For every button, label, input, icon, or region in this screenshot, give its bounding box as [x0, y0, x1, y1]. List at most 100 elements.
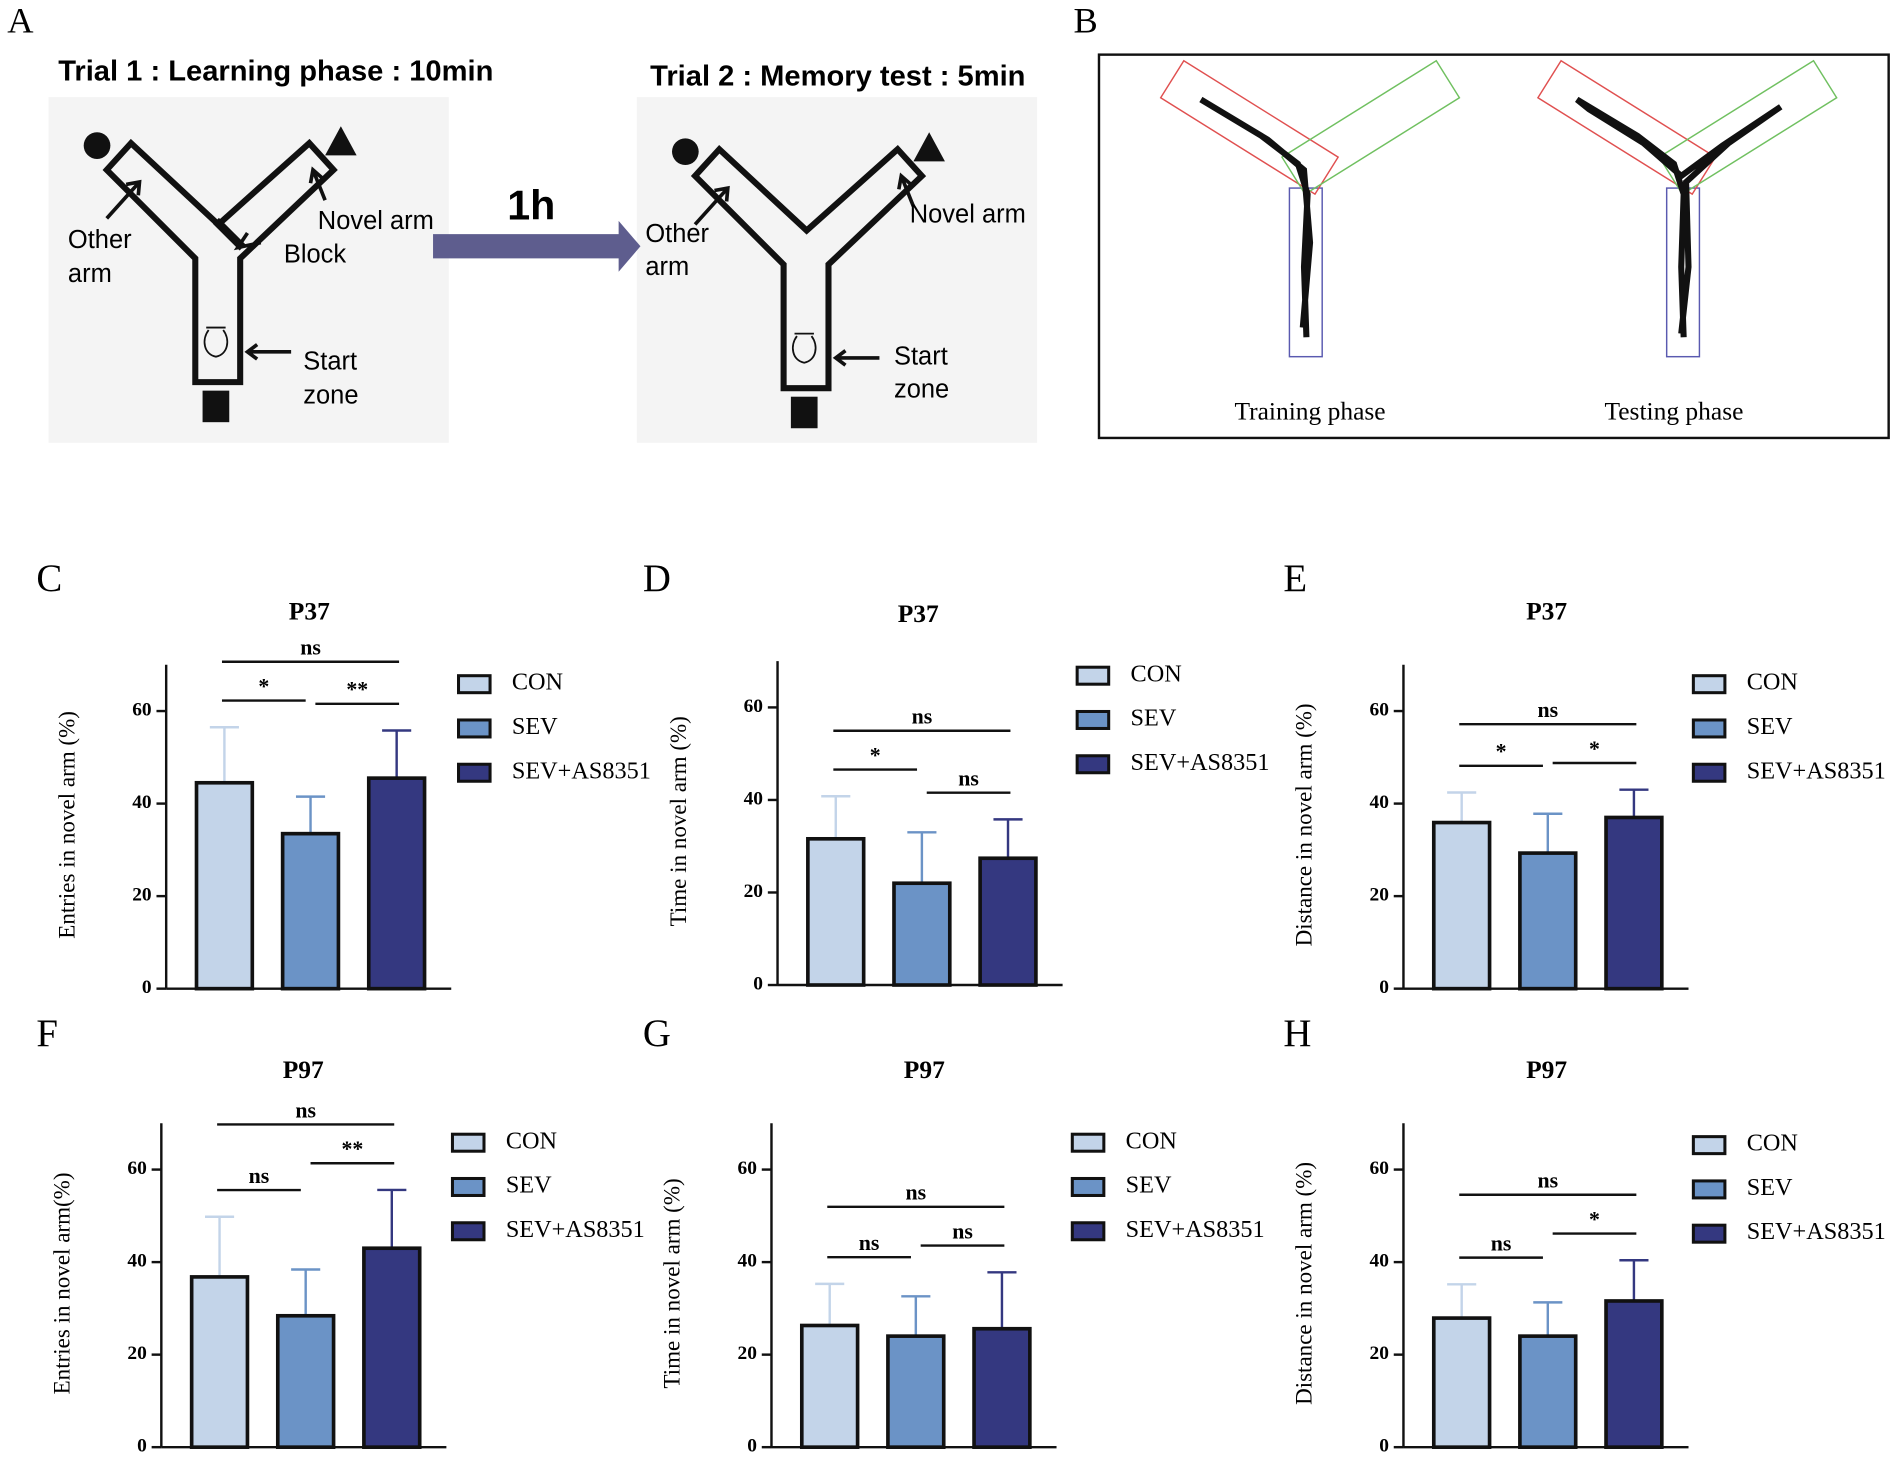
maze-label: Start [894, 343, 948, 371]
maze-label: arm [645, 253, 689, 281]
bar-chart: H P97 Distance in novel arm (%) 0 20 40 60 CON S… [1283, 1012, 1885, 1457]
maze-background [48, 97, 449, 443]
y-tick-label: 20 [132, 885, 151, 906]
bar [194, 780, 255, 991]
y-tick-label: 20 [1370, 885, 1389, 906]
y-tick-label: 40 [132, 792, 151, 813]
y-axis-label: Distance in novel arm (%) [1291, 703, 1317, 946]
y-tick-label: 0 [142, 977, 152, 998]
y-tick-label: 20 [744, 881, 763, 902]
y-tick-label: 60 [1370, 1158, 1389, 1179]
legend-swatch [450, 1221, 486, 1242]
maze-label: Start [303, 347, 357, 375]
y-axis-label: Time in novel arm (%) [659, 1178, 685, 1388]
legend-swatch [450, 1176, 486, 1197]
legend-label: CON [1131, 660, 1182, 687]
maze-label: Other [68, 226, 132, 254]
significance-label: ns [300, 636, 321, 660]
maze-label: Novel arm [910, 201, 1026, 229]
chart-title: P97 [1526, 1055, 1567, 1084]
y-tick-label: 40 [738, 1251, 757, 1272]
y-tick-label: 60 [738, 1158, 757, 1179]
track [1159, 59, 1461, 358]
significance-label: ** [341, 1137, 363, 1161]
panel-label: E [1283, 557, 1307, 600]
significance-label: ns [249, 1164, 270, 1188]
panel-label: A [7, 1, 33, 41]
legend-swatch [1075, 754, 1111, 775]
bar-chart: G P97 Time in novel arm (%) 0 20 40 60 CON SEV SE… [643, 1012, 1265, 1457]
delay-arrow [433, 220, 641, 272]
maze-background [636, 97, 1038, 443]
y-axis-label: Distance in novel arm (%) [1291, 1162, 1317, 1405]
panel-label: C [36, 557, 62, 600]
legend-swatch [450, 1132, 486, 1153]
y-tick-label: 40 [1370, 1251, 1389, 1272]
significance-label: ns [1491, 1232, 1512, 1256]
block [212, 217, 246, 251]
y-axis-label: Entries in novel arm(%) [49, 1172, 75, 1394]
bar [1604, 815, 1664, 991]
legend-swatch [1691, 1223, 1727, 1244]
bar [806, 836, 866, 987]
significance-label: ns [912, 705, 933, 729]
legend-swatch [1691, 1135, 1727, 1156]
legend-swatch [1075, 665, 1111, 686]
legend-swatch [457, 762, 492, 783]
significance-label: ns [952, 1219, 973, 1243]
legend-label: SEV [1126, 1172, 1172, 1199]
legend-label: CON [512, 669, 563, 696]
legend-swatch [1691, 762, 1727, 783]
bar [366, 776, 427, 991]
y-tick-label: 20 [127, 1343, 146, 1364]
panel-label: F [36, 1012, 58, 1055]
legend-label: SEV [1747, 713, 1793, 740]
bar [1604, 1299, 1664, 1449]
y-tick-label: 40 [127, 1251, 146, 1272]
y-tick-label: 20 [1370, 1343, 1389, 1364]
panel-a: A Trial 1 : Learning phase : 10min Trial… [7, 1, 1038, 443]
significance-label: ** [346, 678, 368, 702]
bar [280, 831, 341, 991]
bar [1518, 851, 1578, 991]
bar-chart: E P37 Distance in novel arm (%) 0 20 40 60 CON S… [1283, 557, 1885, 998]
maze-label: arm [68, 260, 112, 288]
y-tick-label: 0 [747, 1436, 757, 1457]
frame [1097, 53, 1890, 440]
trial-title: Trial 2 : Memory test : 5min [650, 60, 1025, 92]
legend-label: SEV+AS8351 [512, 757, 651, 784]
significance-label: ns [1537, 1169, 1558, 1193]
chart-title: P37 [1526, 597, 1567, 626]
panel-label: G [643, 1012, 671, 1055]
significance-label: * [258, 674, 269, 698]
track [1536, 59, 1838, 358]
significance-label: * [870, 743, 881, 767]
legend-swatch [1070, 1221, 1106, 1242]
legend-label: CON [1747, 1130, 1798, 1157]
legend-label: CON [506, 1127, 557, 1154]
legend-swatch [1070, 1132, 1106, 1153]
legend-swatch [1070, 1176, 1106, 1197]
significance-label: ns [958, 767, 979, 791]
bar [799, 1323, 860, 1449]
bar-chart: F P97 Entries in novel arm(%) 0 20 40 60 CON SEV… [36, 1012, 644, 1457]
bar [275, 1313, 336, 1449]
maze-label: Block [284, 241, 347, 269]
maze-label: Novel arm [318, 207, 434, 235]
y-tick-label: 60 [132, 700, 151, 721]
legend-label: SEV+AS8351 [1126, 1216, 1265, 1243]
y-axis-label: Time in novel arm (%) [665, 716, 691, 926]
legend-swatch [1691, 674, 1727, 695]
legend-swatch [1691, 1179, 1727, 1200]
y-tick-label: 60 [1370, 700, 1389, 721]
legend-swatch [457, 674, 492, 695]
legend-label: SEV [1131, 705, 1177, 732]
chart-title: P37 [289, 597, 330, 626]
panel-b: B Training phase Testing phase [1074, 1, 1890, 440]
legend-label: CON [1747, 669, 1798, 696]
y-tick-label: 0 [753, 973, 763, 994]
legend-label: SEV+AS8351 [1131, 749, 1270, 776]
chart-title: P97 [283, 1055, 324, 1084]
bar [972, 1326, 1032, 1449]
